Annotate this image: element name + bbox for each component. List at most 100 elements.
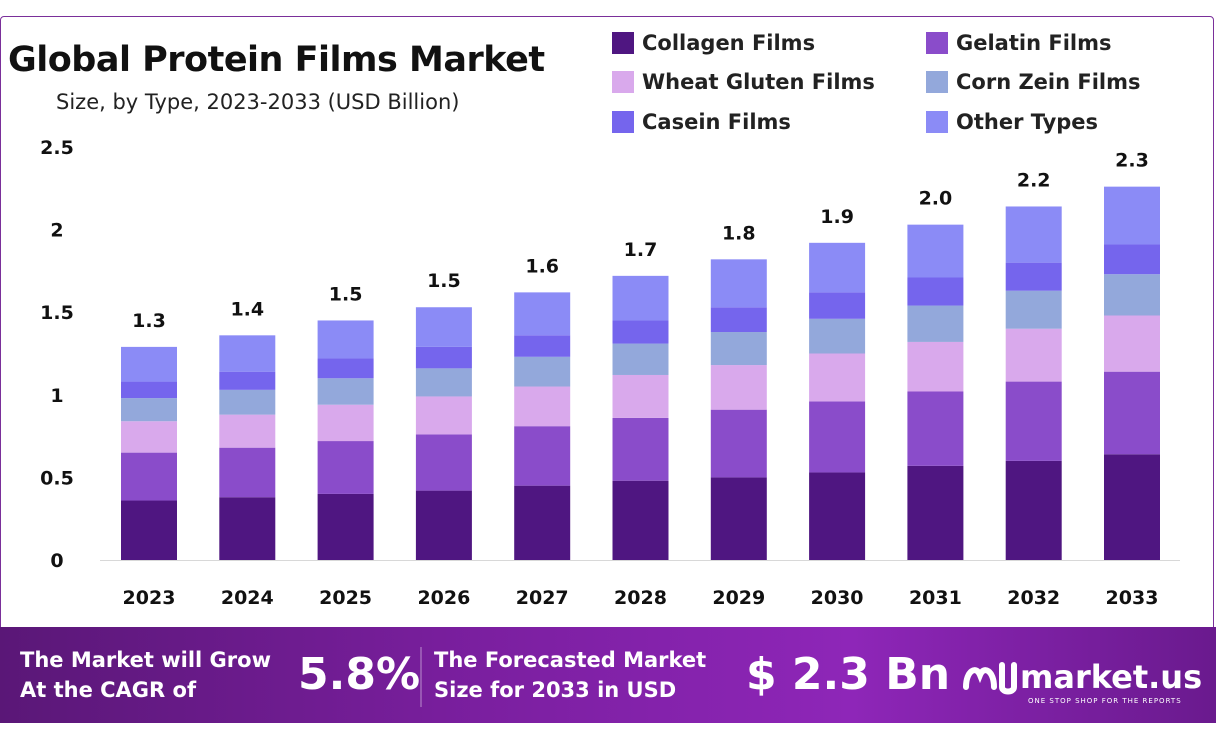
bar-segment-corn-zein-films [612,343,669,375]
forecast-caption-line2: Size for 2033 in USD [434,678,677,702]
bar-segment-corn-zein-films [317,378,374,405]
bar-segment-collagen-films [907,465,964,560]
bar-segment-casein-films [1005,262,1062,291]
bar-total-label: 1.9 [820,206,854,228]
bar-segment-other-types [219,335,276,372]
footer-divider [420,647,422,707]
legend-label: Casein Films [642,110,791,134]
legend-label: Other Types [956,110,1099,134]
brand-logo: market.us ONE STOP SHOP FOR THE REPORTS [962,647,1202,707]
x-tick-label: 2027 [516,587,569,609]
forecast-value: $ 2.3 Bn [746,649,951,700]
legend-swatch-other-types [926,111,948,133]
y-tick-label: 2 [50,220,63,242]
brand-name: market.us [1020,658,1203,696]
bar-segment-corn-zein-films [710,332,767,366]
cagr-caption-line2: At the CAGR of [20,678,197,702]
bar-segment-gelatin-films [907,391,964,466]
bar-segment-gelatin-films [809,401,866,473]
legend-swatch-corn-zein [926,71,948,93]
bar-segment-wheat-gluten-films [1104,315,1160,372]
y-tick-label: 0.5 [40,467,74,489]
bar-segment-collagen-films [710,477,767,560]
bar-segment-gelatin-films [514,426,571,486]
bar-segment-corn-zein-films [415,368,472,397]
bar-segment-collagen-films [1005,460,1062,560]
cagr-value: 5.8% [298,649,421,700]
bar-segment-wheat-gluten-films [514,386,571,427]
bar-segment-wheat-gluten-films [710,365,767,410]
bar-segment-collagen-films [219,497,276,560]
bar-segment-casein-films [317,358,374,379]
bar-segment-corn-zein-films [1104,274,1160,316]
x-tick-label: 2025 [319,587,372,609]
bar-segment-corn-zein-films [1005,290,1062,329]
bar-segment-wheat-gluten-films [612,374,669,418]
forecast-caption-line1: The Forecasted Market [434,648,707,672]
bar-total-label: 2.2 [1017,169,1051,191]
bar-segment-gelatin-films [219,447,276,498]
chart-title: Global Protein Films Market [8,40,545,80]
bar-segment-collagen-films [317,493,374,560]
y-tick-label: 0 [50,550,63,572]
bar-segment-casein-films [809,292,866,319]
bar-segment-casein-films [907,277,964,306]
bar-segment-collagen-films [809,472,866,560]
bar-segment-wheat-gluten-films [809,353,866,402]
bar-segment-corn-zein-films [809,318,866,354]
bar-segment-wheat-gluten-films [1005,328,1062,382]
bar-segment-other-types [514,292,571,336]
y-tick-label: 1 [50,385,63,407]
bar-total-label: 1.3 [132,310,166,332]
bar-segment-other-types [121,346,177,382]
bar-segment-gelatin-films [317,441,374,494]
bar-segment-corn-zein-films [121,398,177,422]
bar-segment-other-types [907,224,964,278]
x-tick-label: 2030 [811,587,864,609]
bar-segment-casein-films [514,335,571,357]
bar-total-label: 2.0 [919,188,953,210]
legend-item-casein: Casein Films [612,110,791,134]
bar-segment-wheat-gluten-films [317,404,374,442]
bar-segment-gelatin-films [710,409,767,478]
legend-item-collagen: Collagen Films [612,31,815,55]
bar-segment-collagen-films [1104,454,1160,560]
legend-swatch-wheat-gluten [612,71,634,93]
forecast-caption: The Forecasted Market Size for 2033 in U… [434,645,706,705]
legend-item-wheat-gluten: Wheat Gluten Films [612,70,875,94]
legend-swatch-gelatin [926,32,948,54]
bar-total-label: 1.8 [722,222,756,244]
bar-segment-wheat-gluten-films [415,396,472,435]
bar-segment-corn-zein-films [219,389,276,415]
bar-segment-gelatin-films [1005,381,1062,461]
legend-swatch-casein [612,111,634,133]
legend-label: Gelatin Films [956,31,1112,55]
bar-segment-wheat-gluten-films [907,341,964,392]
bar-total-label: 1.7 [624,239,658,261]
x-tick-label: 2029 [712,587,765,609]
market-us-logo-icon [963,662,1017,695]
bar-segment-casein-films [1104,244,1160,275]
bar-segment-corn-zein-films [514,356,571,387]
legend-item-gelatin: Gelatin Films [926,31,1111,55]
footer-banner: The Market will Grow At the CAGR of 5.8%… [0,627,1216,723]
legend-item-other-types: Other Types [926,110,1098,134]
bar-segment-casein-films [121,381,177,399]
legend-label: Collagen Films [642,31,816,55]
bar-segment-casein-films [710,307,767,333]
legend-swatch-collagen [612,32,634,54]
y-tick-label: 1.5 [40,302,74,324]
bar-segment-casein-films [612,320,669,344]
bar-segment-other-types [809,242,866,293]
bar-segment-collagen-films [121,500,177,560]
bar-segment-gelatin-films [1104,371,1160,455]
bar-total-label: 1.5 [427,270,461,292]
brand-tagline: ONE STOP SHOP FOR THE REPORTS [1028,697,1182,705]
bar-segment-other-types [1005,206,1062,263]
bar-total-label: 2.3 [1115,150,1149,172]
bar-segment-collagen-films [612,480,669,560]
bar-segment-gelatin-films [121,452,177,501]
bar-segment-other-types [317,320,374,359]
bar-segment-other-types [415,307,472,347]
y-tick-label: 2.5 [40,137,74,159]
